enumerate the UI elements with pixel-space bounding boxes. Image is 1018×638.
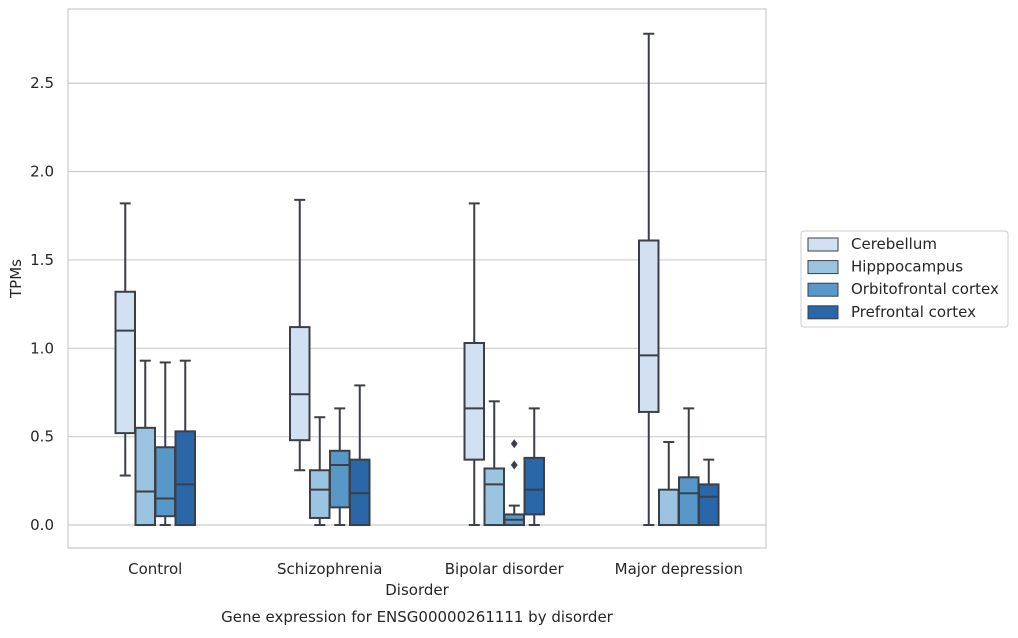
box-iqr [463, 342, 485, 461]
box-plot-series [114, 32, 720, 527]
box-iqr [309, 469, 331, 519]
box-iqr [483, 467, 505, 527]
box-plot-item [523, 407, 545, 527]
box-plot-item [678, 407, 700, 527]
x-axis-label: Disorder [385, 581, 449, 599]
x-tick-label: Major depression [615, 560, 743, 578]
box-plot-item [174, 359, 196, 527]
y-axis-ticks: 0.0 0.5 1.0 1.5 2.0 2.5 [30, 74, 54, 534]
y-tick-label: 0.0 [30, 516, 54, 534]
x-tick-label: Schizophrenia [277, 560, 382, 578]
legend-swatch [807, 260, 839, 275]
box-plot-item [658, 440, 680, 527]
outlier-point [510, 439, 518, 449]
box-iqr [698, 483, 720, 527]
legend-label: Prefrontal cortex [851, 303, 976, 321]
series-prefrontal-cortex [174, 359, 720, 527]
box-iqr [134, 426, 156, 527]
box-plot-item [289, 198, 311, 472]
box-plot-item [483, 400, 505, 527]
y-axis-label: TPMs [7, 259, 25, 299]
box-iqr [329, 449, 351, 509]
x-tick-label: Control [128, 560, 182, 578]
box-iqr [638, 239, 660, 413]
box-iqr [658, 488, 680, 527]
y-tick-label: 2.5 [30, 74, 54, 92]
box-plot-item [698, 458, 720, 527]
legend-item: Orbitofrontal cortex [807, 280, 999, 298]
chart-caption: Gene expression for ENSG00000261111 by d… [221, 608, 614, 626]
x-axis-ticks: Control Schizophrenia Bipolar disorder Majo… [128, 560, 743, 578]
box-plot-item [349, 384, 371, 527]
box-plot-item [309, 416, 331, 527]
series-cerebellum [114, 32, 660, 527]
box-iqr [289, 326, 311, 442]
legend-label: Hipppocampus [851, 258, 963, 276]
box-plot-item [134, 359, 156, 527]
y-tick-label: 1.0 [30, 339, 54, 357]
box-plot-item [463, 202, 485, 527]
legend-swatch [807, 237, 839, 252]
plot-frame [67, 8, 767, 549]
legend-swatch [807, 282, 839, 297]
legend: Cerebellum Hipppocampus Orbitofrontal cort… [800, 230, 1009, 328]
y-tick-label: 2.0 [30, 163, 54, 181]
x-tick-label: Bipolar disorder [445, 560, 565, 578]
series-hipppocampus [134, 359, 680, 527]
legend-label: Orbitofrontal cortex [851, 280, 999, 298]
legend-item: Prefrontal cortex [807, 303, 976, 321]
legend-item: Cerebellum [807, 235, 937, 253]
box-plot-item [638, 32, 660, 527]
box-plot-item [114, 202, 136, 477]
legend-item: Hipppocampus [807, 258, 963, 276]
box-iqr [523, 456, 545, 516]
box-plot-item [329, 407, 351, 527]
series-orbitofrontal-cortex [154, 361, 700, 527]
y-tick-label: 1.5 [30, 251, 54, 269]
box-iqr [154, 446, 176, 518]
box-plot-item [154, 361, 176, 527]
legend-label: Cerebellum [851, 235, 937, 253]
legend-frame [800, 230, 1009, 328]
box-plot-item [503, 439, 525, 527]
legend-swatch [807, 305, 839, 320]
box-iqr [174, 430, 196, 527]
box-iqr [114, 290, 136, 435]
outlier-point [510, 460, 518, 470]
y-tick-label: 0.5 [30, 428, 54, 446]
box-iqr [678, 476, 700, 527]
